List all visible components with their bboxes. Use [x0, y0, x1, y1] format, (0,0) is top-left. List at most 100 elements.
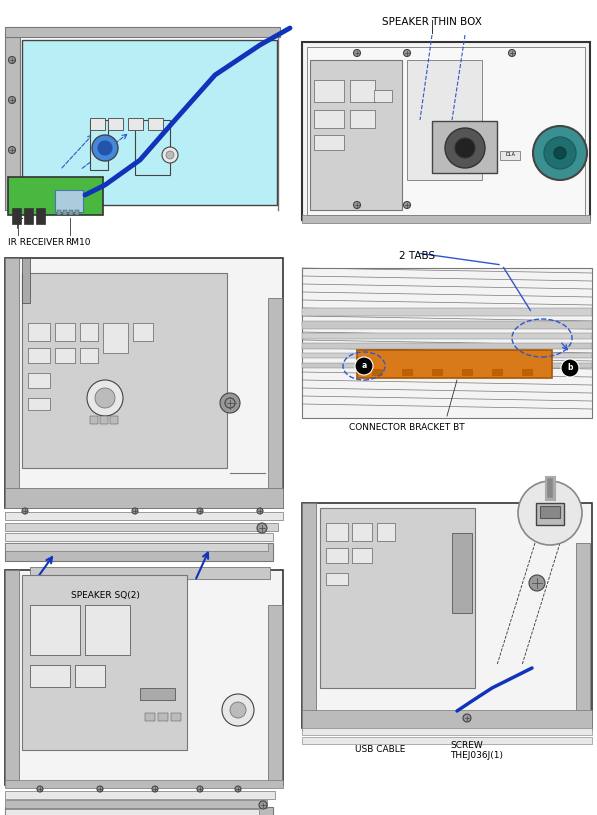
Circle shape [529, 575, 545, 591]
Bar [90, 118, 105, 130]
Bar [145, 713, 155, 721]
Text: RM10: RM10 [65, 238, 91, 247]
Bar [80, 348, 98, 363]
Circle shape [152, 786, 158, 792]
FancyBboxPatch shape [55, 190, 83, 212]
FancyBboxPatch shape [536, 503, 564, 525]
Bar [314, 80, 344, 102]
Bar [5, 488, 283, 508]
Bar [5, 27, 280, 37]
Bar [63, 210, 67, 215]
Bar [108, 118, 123, 130]
Circle shape [544, 137, 576, 169]
Bar [576, 543, 590, 728]
FancyBboxPatch shape [432, 121, 497, 173]
Circle shape [353, 50, 361, 56]
Bar [22, 258, 30, 303]
Bar [302, 353, 592, 358]
FancyBboxPatch shape [357, 350, 552, 378]
FancyBboxPatch shape [302, 268, 592, 418]
Bar [36, 208, 45, 224]
Bar [55, 348, 75, 363]
FancyBboxPatch shape [5, 543, 273, 561]
Bar [5, 543, 268, 551]
Circle shape [533, 126, 587, 180]
Bar [326, 573, 348, 585]
FancyBboxPatch shape [135, 120, 170, 175]
Bar [28, 398, 50, 410]
Bar [5, 570, 19, 785]
Bar [5, 512, 283, 520]
Bar [372, 369, 382, 375]
Bar [352, 548, 372, 563]
Circle shape [257, 523, 267, 533]
Circle shape [87, 380, 123, 416]
Bar [75, 210, 79, 215]
FancyBboxPatch shape [302, 42, 590, 220]
Text: DLA: DLA [505, 152, 515, 157]
Bar [462, 369, 472, 375]
Circle shape [95, 388, 115, 408]
FancyBboxPatch shape [5, 570, 283, 785]
Bar [5, 35, 20, 210]
Bar [5, 533, 273, 541]
Circle shape [445, 128, 485, 168]
Bar [350, 80, 375, 102]
Bar [140, 688, 175, 700]
FancyBboxPatch shape [30, 567, 270, 579]
Bar [302, 321, 592, 329]
Circle shape [235, 786, 241, 792]
FancyBboxPatch shape [5, 258, 283, 508]
Circle shape [8, 147, 16, 153]
Bar [5, 791, 275, 799]
FancyBboxPatch shape [307, 47, 585, 215]
Circle shape [455, 138, 475, 158]
Text: SPEAKER THIN BOX: SPEAKER THIN BOX [382, 17, 482, 27]
Bar [314, 110, 344, 128]
Circle shape [554, 147, 566, 159]
Text: b: b [567, 363, 573, 372]
Bar [80, 323, 98, 341]
Circle shape [8, 96, 16, 104]
Circle shape [97, 786, 103, 792]
Bar [452, 533, 472, 613]
Circle shape [518, 481, 582, 545]
Circle shape [404, 50, 411, 56]
Circle shape [561, 359, 579, 377]
Circle shape [92, 135, 118, 161]
Circle shape [509, 50, 515, 56]
Bar [302, 728, 592, 735]
Circle shape [404, 201, 411, 209]
FancyBboxPatch shape [5, 807, 273, 815]
Bar [268, 605, 282, 785]
Circle shape [166, 151, 174, 159]
Bar [12, 208, 21, 224]
Bar [133, 323, 153, 341]
Bar [85, 605, 130, 655]
Text: IR RECEIVER: IR RECEIVER [8, 238, 64, 247]
Circle shape [353, 201, 361, 209]
Bar [90, 416, 98, 424]
Bar [432, 369, 442, 375]
FancyBboxPatch shape [22, 40, 277, 205]
Bar [377, 523, 395, 541]
Bar [158, 713, 168, 721]
Bar [5, 809, 259, 815]
Circle shape [8, 56, 16, 64]
Bar [302, 710, 592, 730]
Circle shape [197, 508, 203, 514]
Bar [302, 737, 592, 744]
Bar [100, 416, 108, 424]
Bar [522, 369, 532, 375]
FancyBboxPatch shape [310, 60, 402, 210]
Bar [326, 523, 348, 541]
Bar [5, 780, 283, 788]
Bar [30, 665, 70, 687]
Circle shape [355, 357, 373, 375]
Circle shape [230, 702, 246, 718]
Text: a: a [361, 362, 367, 371]
Bar [5, 258, 19, 508]
Text: CONNECTOR BRACKET BT: CONNECTOR BRACKET BT [349, 423, 465, 432]
Bar [326, 548, 348, 563]
FancyBboxPatch shape [302, 503, 592, 728]
